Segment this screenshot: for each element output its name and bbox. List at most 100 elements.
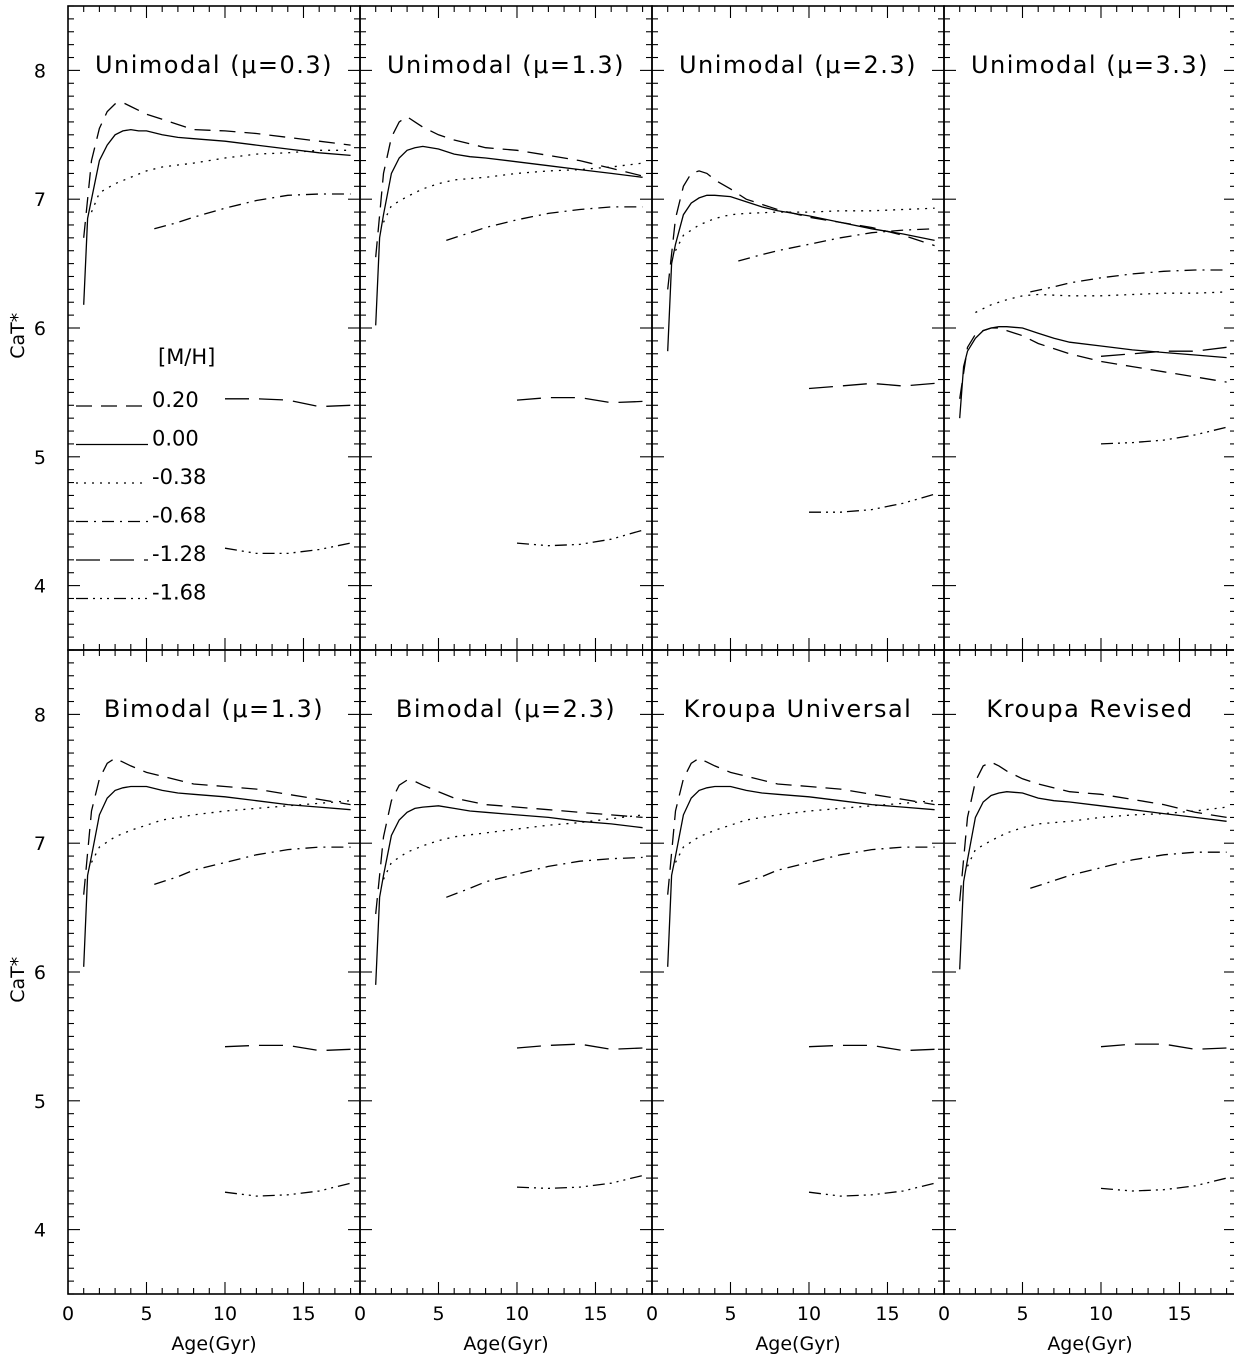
panel-title: Unimodal (μ=3.3) <box>971 51 1209 79</box>
x-tick-label: 15 <box>875 1303 899 1325</box>
series-line-mh-0-00 <box>375 805 643 985</box>
y-tick-label: 8 <box>34 704 46 726</box>
x-tick-label: 0 <box>646 1303 658 1325</box>
panel-frame <box>359 649 653 1295</box>
panel-title: Kroupa Revised <box>986 695 1193 723</box>
panel-title: Kroupa Universal <box>684 695 913 723</box>
series-line-mh-0-38 <box>966 806 1227 867</box>
series-line-mh-0-00 <box>667 785 935 967</box>
series-line-mh-0-38 <box>90 149 351 213</box>
y-axis-label: CaT* <box>7 957 29 1003</box>
panel-title: Bimodal (μ=1.3) <box>104 695 324 723</box>
panel-2: Unimodal (μ=1.3) <box>359 5 653 651</box>
panel-frame <box>943 5 1234 651</box>
series-line-mh-0-38 <box>975 291 1227 314</box>
series-line-mh-1-28 <box>808 1044 935 1052</box>
panel-title: Bimodal (μ=2.3) <box>396 695 616 723</box>
series-line-mh-0-20 <box>667 170 935 290</box>
legend-label: -0.68 <box>152 504 206 528</box>
legend-title: [M/H] <box>158 345 215 369</box>
series-line-mh-1-28 <box>225 398 351 408</box>
series-line-mh-0-38 <box>674 800 935 863</box>
x-tick-label: 0 <box>62 1303 74 1325</box>
x-tick-label: 5 <box>140 1303 152 1325</box>
y-tick-label: 7 <box>34 833 46 855</box>
series-line-mh-0-20 <box>375 779 643 915</box>
series-line-mh-0-00 <box>959 326 1227 419</box>
series-line-mh-1-28 <box>1100 1043 1227 1050</box>
legend-label: -1.28 <box>152 542 206 566</box>
series-line-mh-0-20 <box>959 761 1227 902</box>
x-tick-label: 10 <box>1089 1303 1113 1325</box>
x-tick-label: 10 <box>505 1303 529 1325</box>
series-line-mh-0-38 <box>382 162 643 223</box>
series-line-mh-0-20 <box>83 101 351 238</box>
series-line-mh-1-68 <box>1100 426 1227 445</box>
series-line-mh-1-68 <box>224 542 351 555</box>
series-line-mh-0-38 <box>90 800 351 863</box>
series-line-mh-1-28 <box>224 1044 351 1052</box>
y-tick-label: 6 <box>34 318 46 340</box>
series-line-mh-1-68 <box>516 529 643 547</box>
panel-frame <box>943 649 1234 1295</box>
series-line-mh-1-68 <box>1100 1177 1227 1192</box>
y-tick-label: 7 <box>34 189 46 211</box>
x-tick-label: 15 <box>291 1303 315 1325</box>
series-line-mh-1-68 <box>224 1182 351 1197</box>
series-line-mh-0-68 <box>1030 269 1227 293</box>
y-tick-label: 6 <box>34 962 46 984</box>
series-line-mh-0-68 <box>446 856 643 898</box>
x-axis-label: Age(Gyr) <box>463 1333 548 1355</box>
panel-title: Unimodal (μ=0.3) <box>95 51 333 79</box>
y-tick-label: 4 <box>34 576 46 598</box>
series-line-mh-0-38 <box>382 814 643 880</box>
panel-frame <box>651 5 945 651</box>
series-line-mh-0-68 <box>446 206 643 242</box>
series-line-mh-1-68 <box>808 1182 935 1197</box>
panel-8: 0 5 10 15 Age(Gyr) Kroupa Revised <box>938 649 1234 1355</box>
panel-6: 0 5 10 15 Age(Gyr) Bimodal (μ=2.3) <box>354 649 653 1355</box>
x-tick-label: 0 <box>938 1303 950 1325</box>
x-axis-label: Age(Gyr) <box>1047 1333 1132 1355</box>
panel-title: Unimodal (μ=1.3) <box>387 51 625 79</box>
panel-frame <box>67 649 361 1295</box>
panel-3: Unimodal (μ=2.3) <box>651 5 945 651</box>
panel-7: 0 5 10 15 Age(Gyr) Kroupa Universal <box>646 649 945 1355</box>
panel-frame <box>651 649 945 1295</box>
series-line-mh-0-00 <box>83 128 351 305</box>
series-line-mh-0-68 <box>154 193 351 230</box>
x-tick-label: 5 <box>724 1303 736 1325</box>
y-tick-label: 5 <box>34 1091 46 1113</box>
panel-4: Unimodal (μ=3.3) <box>943 5 1234 651</box>
panel-title: Unimodal (μ=2.3) <box>679 51 917 79</box>
series-line-mh-0-20 <box>83 757 351 895</box>
x-tick-label: 10 <box>797 1303 821 1325</box>
series-line-mh-0-20 <box>375 116 643 258</box>
series-line-mh-1-28 <box>1100 346 1227 357</box>
legend-label: 0.20 <box>152 388 199 412</box>
legend: [M/H] 0.20 0.00 -0.38 -0.68 -1.28 -1.68 <box>76 345 215 605</box>
series-line-mh-1-68 <box>809 493 935 513</box>
panel-5: 4 5 6 7 8 CaT* 0 5 10 15 Age(Gyr) Bimodal (μ=1.3) <box>7 649 361 1355</box>
series-line-mh-1-28 <box>516 396 643 404</box>
series-line-mh-0-00 <box>959 791 1227 970</box>
y-axis-label: CaT* <box>7 313 29 359</box>
panels-layer: 4 5 6 7 8 CaT* Unimodal (μ=0.3) Unimodal (μ=1.3… <box>7 5 1234 1355</box>
series-line-mh-1-68 <box>516 1174 643 1190</box>
series-line-mh-0-20 <box>667 757 935 895</box>
series-line-mh-0-00 <box>667 194 935 352</box>
x-axis-label: Age(Gyr) <box>755 1333 840 1355</box>
series-line-mh-0-68 <box>738 846 935 886</box>
series-line-mh-0-20 <box>959 327 1227 399</box>
panel-1: 4 5 6 7 8 CaT* Unimodal (μ=0.3) <box>7 5 361 651</box>
series-line-mh-1-28 <box>516 1043 643 1050</box>
legend-label: -1.68 <box>152 581 206 605</box>
x-tick-label: 0 <box>354 1303 366 1325</box>
x-tick-label: 15 <box>1167 1303 1191 1325</box>
series-line-mh-0-68 <box>738 228 935 262</box>
y-tick-label: 5 <box>34 447 46 469</box>
y-tick-label: 4 <box>34 1220 46 1242</box>
series-line-mh-1-28 <box>808 382 935 390</box>
panel-frame <box>359 5 653 651</box>
